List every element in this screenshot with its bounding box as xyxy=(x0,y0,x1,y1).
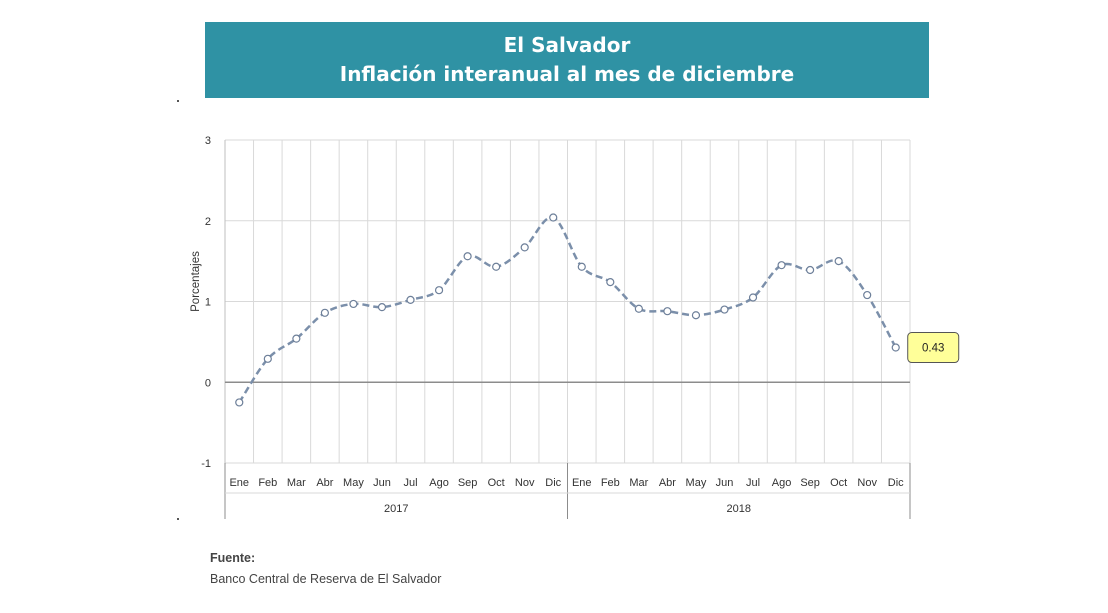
source-note: Fuente: Banco Central de Reserva de El S… xyxy=(210,548,441,590)
data-point xyxy=(320,308,329,317)
data-point xyxy=(406,295,415,304)
data-point xyxy=(806,265,815,275)
y-tick-label: 2 xyxy=(205,216,211,228)
x-tick-label: Abr xyxy=(659,477,676,489)
x-tick-label: Ago xyxy=(429,477,449,489)
chart-subtitle: Inflación interanual al mes de diciembre xyxy=(339,62,795,86)
data-point xyxy=(520,243,529,252)
chart-title: El Salvador xyxy=(503,33,631,57)
y-tick-label: 0 xyxy=(205,377,211,389)
data-point xyxy=(777,261,786,270)
data-point xyxy=(663,307,672,316)
data-point xyxy=(606,278,615,287)
x-tick-label: Mar xyxy=(287,477,306,489)
x-tick-label: Jul xyxy=(746,477,760,489)
data-point xyxy=(691,311,701,320)
data-point xyxy=(235,398,244,407)
year-group-label: 2018 xyxy=(727,503,751,515)
series-line xyxy=(238,216,897,404)
y-tick-label: -1 xyxy=(201,458,211,470)
x-tick-label: Jul xyxy=(403,477,417,489)
x-tick-label: Jun xyxy=(373,477,391,489)
year-group-label: 2017 xyxy=(384,503,408,515)
data-point xyxy=(834,257,843,266)
scan-speck xyxy=(177,100,179,102)
y-tick-label: 1 xyxy=(205,297,211,309)
data-point xyxy=(720,305,729,314)
source-label: Fuente: xyxy=(210,551,256,565)
x-tick-label: Ene xyxy=(572,477,592,489)
x-tick-label: Ago xyxy=(772,477,792,489)
data-point xyxy=(292,334,301,343)
x-tick-label: Oct xyxy=(488,477,505,489)
data-point xyxy=(577,262,586,271)
data-point xyxy=(377,303,387,312)
y-tick-label: 3 xyxy=(205,135,211,147)
x-tick-label: Nov xyxy=(857,477,877,489)
x-tick-label: Sep xyxy=(458,477,478,489)
data-point xyxy=(349,299,358,309)
data-point xyxy=(492,262,501,271)
data-point xyxy=(263,354,272,363)
source-text: Banco Central de Reserva de El Salvador xyxy=(210,572,442,586)
x-tick-label: Feb xyxy=(601,477,620,489)
x-tick-label: Sep xyxy=(800,477,820,489)
x-tick-label: Abr xyxy=(316,477,333,489)
scan-speck xyxy=(177,518,179,520)
data-point xyxy=(891,343,900,352)
data-point xyxy=(549,213,558,222)
x-tick-label: Ene xyxy=(229,477,249,489)
x-tick-label: May xyxy=(343,477,364,489)
data-point xyxy=(634,304,643,313)
x-tick-label: Jun xyxy=(716,477,734,489)
data-point xyxy=(434,286,444,295)
data-point xyxy=(863,290,872,300)
x-tick-label: Oct xyxy=(830,477,847,489)
x-tick-label: Feb xyxy=(258,477,277,489)
x-tick-label: May xyxy=(686,477,707,489)
x-tick-label: Mar xyxy=(629,477,648,489)
data-callout-label: 0.43 xyxy=(922,343,944,355)
data-callout-box xyxy=(907,332,960,364)
x-tick-label: Dic xyxy=(888,477,904,489)
y-axis-title: Porcentajes xyxy=(190,251,202,312)
x-tick-label: Nov xyxy=(515,477,535,489)
data-point xyxy=(463,252,472,261)
x-tick-label: Dic xyxy=(545,477,561,489)
data-point xyxy=(748,293,758,302)
title-banner: El Salvador Inflación interanual al mes … xyxy=(205,22,929,98)
